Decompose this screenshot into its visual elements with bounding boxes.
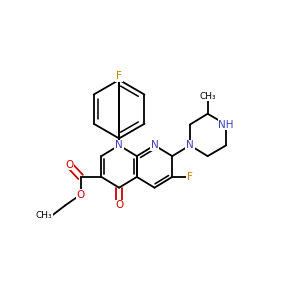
Text: N: N xyxy=(186,140,194,150)
Text: N: N xyxy=(115,140,123,150)
Text: F: F xyxy=(187,172,193,182)
Text: O: O xyxy=(76,190,85,200)
Text: CH₃: CH₃ xyxy=(35,211,52,220)
Text: O: O xyxy=(65,160,73,170)
Text: CH₃: CH₃ xyxy=(199,92,216,100)
Text: F: F xyxy=(116,71,122,81)
Text: N: N xyxy=(151,140,158,150)
Text: NH: NH xyxy=(218,119,234,130)
Text: O: O xyxy=(115,200,123,210)
